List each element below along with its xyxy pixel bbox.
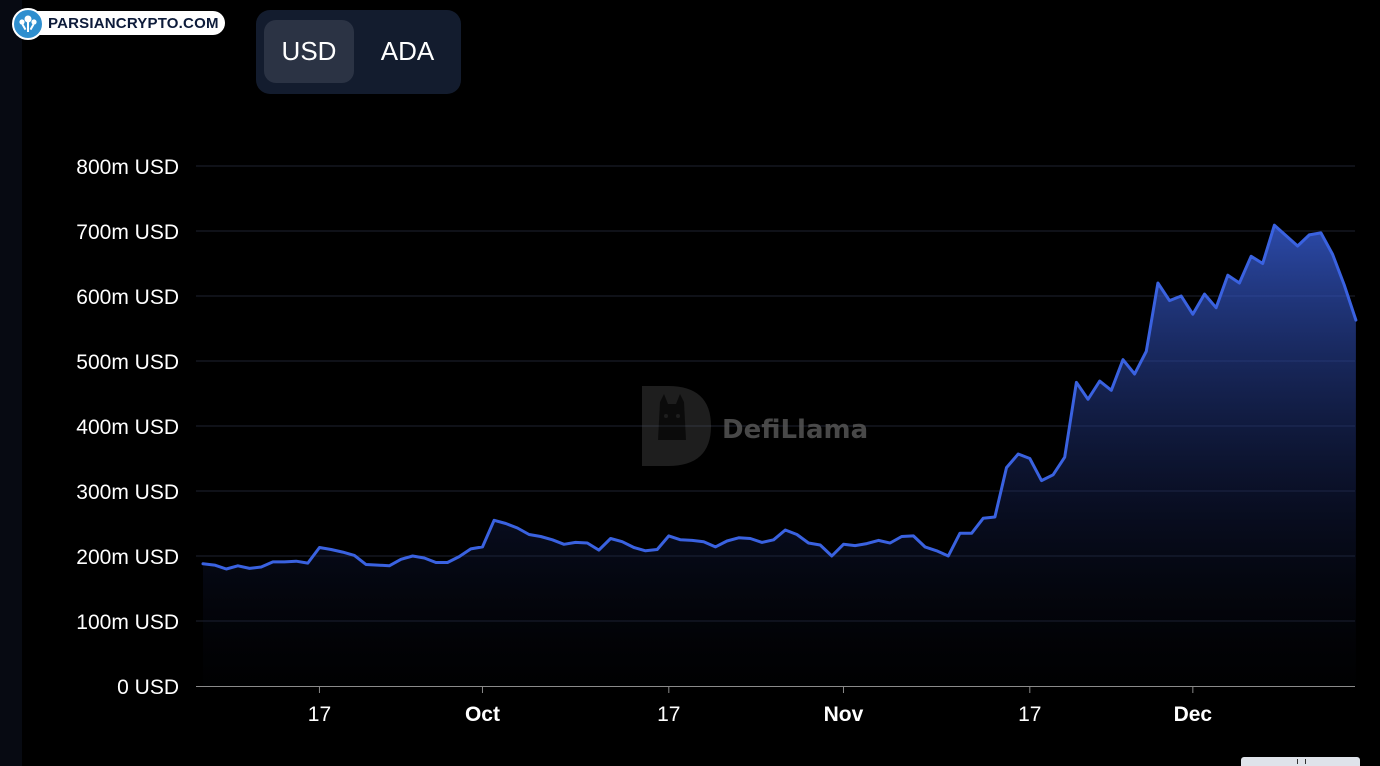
x-tick-label: Nov bbox=[824, 703, 864, 726]
bottom-resize-handle[interactable] bbox=[1241, 757, 1360, 766]
left-edge-panel bbox=[0, 0, 22, 766]
defillama-logo-icon bbox=[642, 386, 711, 466]
y-tick-label: 700m USD bbox=[76, 221, 179, 244]
grip-icon bbox=[1297, 759, 1306, 764]
x-axis-ticks: 17 Oct 17 Nov 17 Dec bbox=[308, 686, 1213, 726]
currency-toggle: USD ADA bbox=[256, 10, 461, 94]
series-line bbox=[201, 223, 1358, 571]
logo-tree-glyph bbox=[19, 15, 37, 32]
x-tick-label: 17 bbox=[1018, 703, 1041, 726]
y-tick-label: 800m USD bbox=[76, 156, 179, 179]
x-tick-label: Dec bbox=[1174, 703, 1213, 726]
y-tick-label: 100m USD bbox=[76, 611, 179, 634]
y-tick-label: 0 USD bbox=[117, 676, 179, 699]
ada-toggle-button[interactable]: ADA bbox=[380, 36, 435, 66]
brand-name: PARSIANCRYPTO.COM bbox=[26, 11, 225, 35]
x-tick-label: 17 bbox=[308, 703, 331, 726]
series-points bbox=[202, 225, 1356, 570]
area-fill bbox=[203, 225, 1356, 686]
y-tick-label: 600m USD bbox=[76, 286, 179, 309]
watermark-text: DefiLlama bbox=[722, 415, 868, 445]
defillama-watermark: DefiLlama bbox=[642, 386, 868, 466]
parsiancrypto-logo-icon bbox=[12, 8, 44, 40]
usd-toggle-button[interactable]: USD bbox=[264, 20, 354, 83]
y-axis-labels: 0 USD 100m USD 200m USD 300m USD 400m USD 500… bbox=[76, 156, 179, 699]
x-tick-label: 17 bbox=[657, 703, 680, 726]
y-tick-label: 200m USD bbox=[76, 546, 179, 569]
y-tick-label: 300m USD bbox=[76, 481, 179, 504]
y-tick-label: 500m USD bbox=[76, 351, 179, 374]
x-tick-label: Oct bbox=[465, 703, 500, 726]
y-tick-label: 400m USD bbox=[76, 416, 179, 439]
